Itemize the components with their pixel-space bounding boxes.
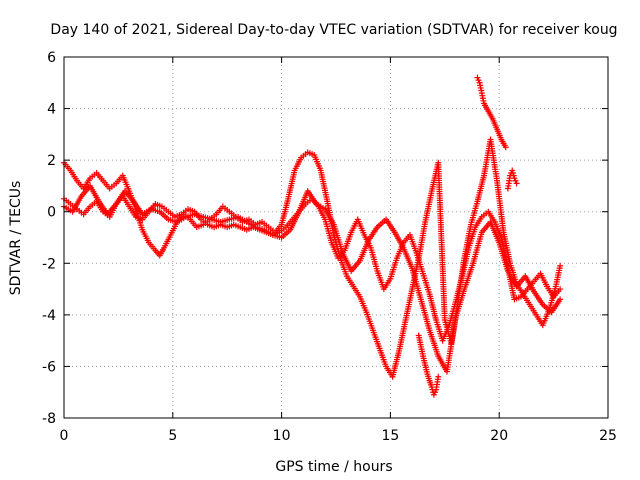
x-axis-label: GPS time / hours [275, 459, 392, 475]
plot-frame [63, 56, 609, 419]
y-tick-label: -8 [42, 411, 56, 427]
x-tick-label: 25 [599, 428, 617, 444]
y-tick-label: -2 [42, 256, 56, 272]
data-point [502, 144, 509, 151]
data-points [61, 74, 564, 398]
y-tick-label: 6 [47, 50, 56, 66]
axis-ticks: 0 5 10 15 20 25 -8 -6 -4 -2 0 2 4 6 [42, 50, 617, 444]
y-axis-label: SDTVAR / TECUs [8, 181, 24, 296]
data-point [435, 373, 442, 380]
y-tick-label: -6 [42, 359, 56, 375]
x-tick-label: 15 [381, 428, 399, 444]
data-point [513, 180, 520, 187]
y-tick-label: -4 [42, 308, 56, 324]
y-tick-label: 4 [47, 102, 56, 118]
grid-lines [64, 57, 608, 418]
x-tick-label: 20 [490, 428, 508, 444]
data-point [557, 286, 564, 293]
chart-title: Day 140 of 2021, Sidereal Day-to-day VTE… [50, 22, 617, 38]
x-tick-label: 5 [168, 428, 177, 444]
data-point [557, 262, 564, 269]
x-tick-label: 10 [273, 428, 291, 444]
y-tick-label: 0 [47, 205, 56, 221]
data-point [557, 296, 564, 303]
y-tick-label: 2 [47, 153, 56, 169]
x-tick-label: 0 [60, 428, 69, 444]
